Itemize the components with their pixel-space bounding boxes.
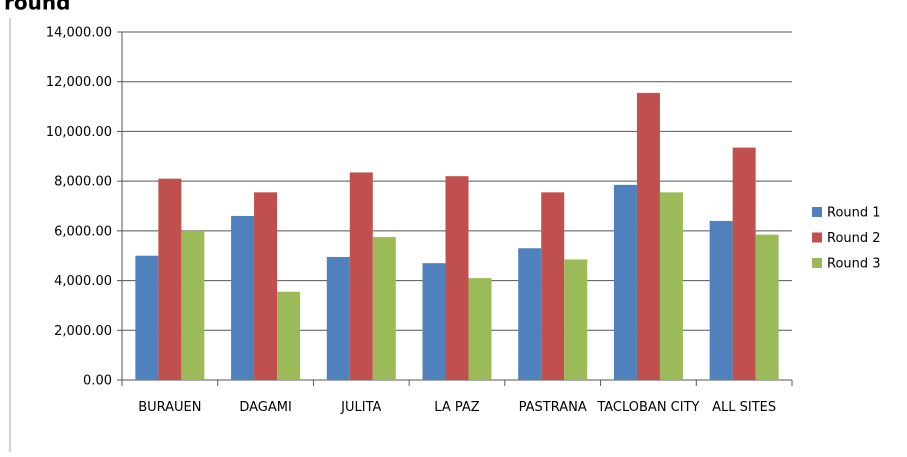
x-tick-label: LA PAZ — [434, 400, 480, 415]
bar — [732, 147, 756, 380]
x-tick-label: BURAUEN — [138, 400, 202, 415]
legend-swatch — [812, 207, 822, 217]
y-tick-label: 6,000.00 — [54, 224, 112, 239]
x-tick-label: PASTRANA — [518, 400, 587, 415]
x-tick-label: TACLOBAN CITY — [597, 400, 700, 415]
bar — [349, 172, 373, 380]
legend-swatch — [812, 232, 822, 243]
bar — [518, 248, 542, 380]
bar — [231, 215, 255, 380]
legend-label: Round 1 — [827, 206, 881, 221]
bar — [445, 176, 469, 380]
x-tick-label: DAGAMI — [239, 400, 292, 415]
bar — [254, 192, 278, 380]
bar — [181, 230, 205, 380]
bar — [277, 291, 301, 380]
bar — [613, 184, 637, 380]
bar — [372, 237, 396, 380]
bar — [564, 259, 588, 380]
bar — [636, 92, 660, 381]
bar — [158, 178, 182, 380]
y-tick-label: 2,000.00 — [54, 324, 112, 339]
y-tick-label: 12,000.00 — [46, 75, 112, 90]
bar — [755, 234, 779, 380]
x-tick-label: JULITA — [341, 400, 382, 415]
y-tick-label: 4,000.00 — [54, 274, 112, 289]
y-tick-label: 10,000.00 — [46, 125, 112, 140]
y-tick-label: 14,000.00 — [46, 26, 112, 41]
bar — [326, 256, 350, 380]
chart-title: round — [4, 0, 70, 15]
bar — [468, 278, 492, 380]
bar — [541, 192, 565, 380]
x-tick-label: ALL SITES — [712, 400, 777, 415]
legend-swatch — [812, 258, 822, 268]
bar — [709, 220, 733, 380]
legend-label: Round 2 — [827, 231, 881, 246]
legend-label: Round 3 — [827, 257, 881, 272]
bar — [659, 192, 683, 380]
y-tick-label: 0.00 — [83, 374, 112, 389]
bar — [135, 255, 159, 380]
y-tick-label: 8,000.00 — [54, 175, 112, 190]
bar — [422, 263, 446, 380]
